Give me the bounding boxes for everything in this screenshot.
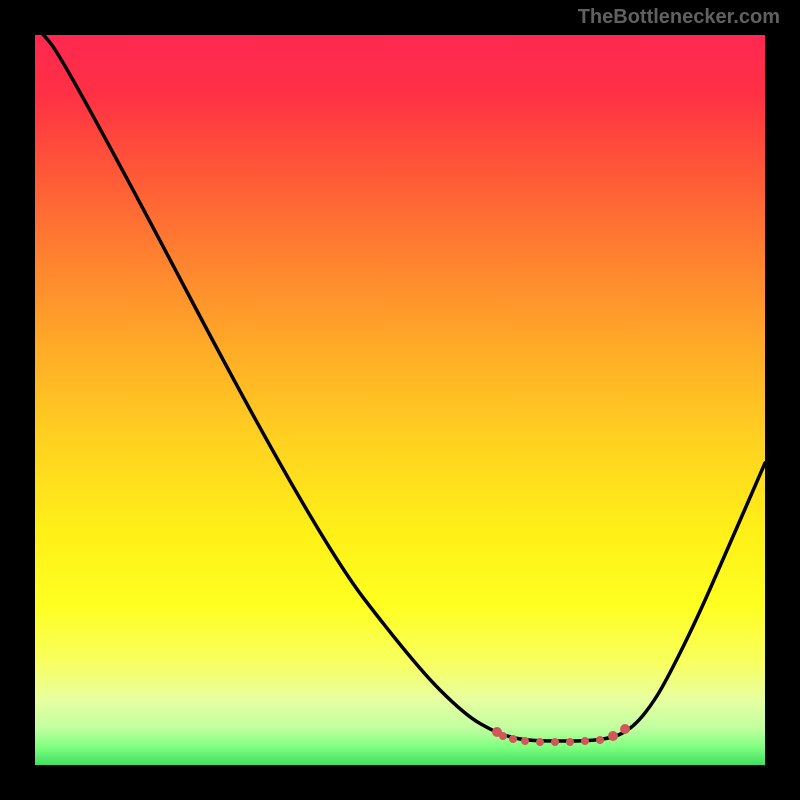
watermark-text: TheBottlenecker.com: [578, 6, 780, 29]
curve-marker: [521, 737, 529, 745]
curve-marker: [499, 732, 507, 740]
curve-marker: [608, 731, 618, 741]
curve-marker: [581, 737, 589, 745]
curve-marker: [509, 735, 517, 743]
curve-marker: [551, 738, 559, 746]
curve-marker: [566, 738, 574, 746]
curve-marker: [620, 724, 630, 734]
bottleneck-curve: [35, 35, 765, 765]
curve-marker: [536, 738, 544, 746]
curve-marker: [596, 736, 604, 744]
chart-container: [35, 35, 765, 765]
